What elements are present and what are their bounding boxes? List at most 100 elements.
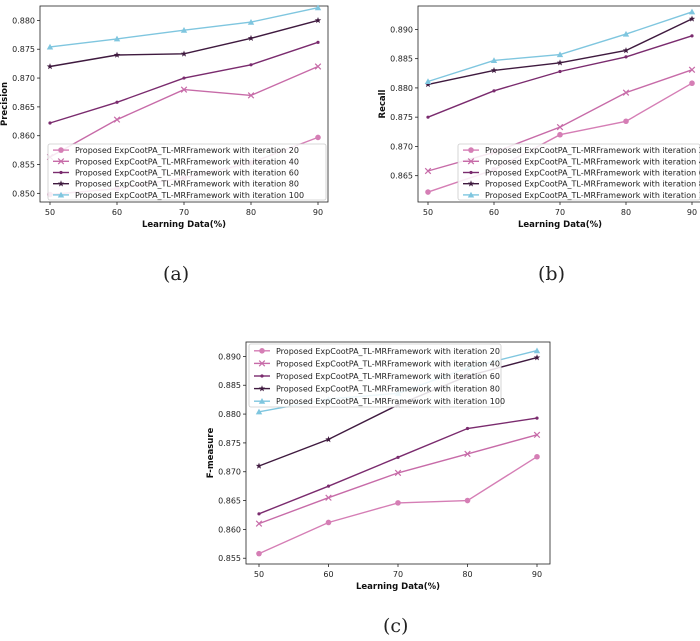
legend-box: [248, 343, 502, 408]
data-point: [316, 40, 320, 44]
data-point: [490, 57, 498, 63]
legend-marker: [258, 360, 266, 367]
legend-box: [457, 143, 700, 201]
data-point: [256, 550, 262, 557]
data-point: [492, 89, 496, 93]
data-point: [255, 408, 263, 415]
legend-marker: [259, 348, 265, 354]
data-point: [425, 189, 431, 195]
data-point: [325, 519, 332, 526]
data-point: [533, 347, 541, 354]
chart-panel-c: 0.855 0.860 0.865 0.870 0.875 0.880 0.885 0.890…: [206, 341, 551, 592]
data-point: [314, 4, 322, 11]
data-point: [247, 34, 255, 42]
data-point: [247, 92, 255, 99]
y-tick-label: 0.885: [218, 381, 241, 390]
data-point: [465, 426, 470, 431]
y-tick-label: 0.890: [390, 25, 413, 34]
data-point: [533, 354, 541, 361]
data-point: [556, 59, 564, 66]
legend-entry-4: Proposed ExpCootPA_TL-MRFramework with i…: [485, 180, 700, 189]
x-tick-label: 80: [462, 570, 472, 579]
data-point: [534, 453, 540, 460]
series-line-2: [49, 65, 319, 158]
x-tick-label: 60: [323, 570, 333, 579]
legend-entry-1: Proposed ExpCootPA_TL-MRFramework with i…: [75, 146, 299, 155]
x-tick-label: 50: [45, 208, 55, 217]
data-point: [326, 484, 331, 488]
data-point: [180, 50, 188, 57]
chart-panel-b: 0.865 0.870 0.875 0.880 0.885 0.890 50 60 70 80 90…: [378, 5, 700, 230]
data-point: [395, 500, 401, 506]
x-tick-label: 70: [179, 208, 189, 217]
data-point: [424, 78, 432, 85]
data-point: [426, 115, 430, 119]
legend-marker: [58, 147, 64, 153]
data-point: [314, 63, 322, 70]
data-point: [424, 81, 432, 88]
data-point: [490, 66, 498, 74]
y-tick-label: 0.875: [390, 113, 413, 122]
legend-marker: [258, 385, 266, 392]
legend-entry-4: Proposed ExpCootPA_TL-MRFramework with i…: [75, 180, 299, 189]
data-point: [424, 167, 432, 175]
y-tick-label: 0.880: [218, 410, 241, 419]
legend-entry-5: Proposed ExpCootPA_TL-MRFramework with i…: [75, 191, 304, 200]
data-point: [314, 17, 322, 24]
data-point: [535, 416, 539, 420]
y-tick-label: 0.865: [218, 497, 241, 506]
legend-entry-3: Proposed ExpCootPA_TL-MRFramework with i…: [75, 169, 299, 178]
data-point: [255, 520, 263, 527]
data-point: [180, 27, 188, 33]
data-point: [46, 63, 54, 70]
data-point: [325, 494, 332, 501]
caption-b: (b): [538, 263, 565, 285]
y-tick-label: 0.880: [390, 84, 413, 93]
x-tick-label: 90: [532, 570, 542, 579]
data-point: [249, 63, 253, 67]
legend-entry-3: Proposed ExpCootPA_TL-MRFramework with i…: [485, 169, 700, 178]
data-point: [247, 18, 255, 25]
legend-entry-1: Proposed ExpCootPA_TL-MRFramework with i…: [485, 146, 700, 155]
caption-c: (c): [383, 615, 409, 637]
x-tick-label: 70: [555, 208, 565, 217]
y-tick-label: 0.875: [218, 439, 241, 448]
data-point: [556, 51, 564, 58]
x-tick-label: 90: [313, 208, 323, 217]
data-point: [557, 131, 563, 138]
y-tick-label: 0.885: [390, 55, 413, 64]
y-tick-label: 0.870: [12, 74, 35, 83]
data-point: [688, 15, 696, 22]
data-point: [113, 116, 121, 123]
chart-panel-a: 0.850 0.855 0.860 0.865 0.870 0.875 0.880 50 60 7…: [0, 4, 329, 230]
y-tick-label: 0.860: [218, 525, 241, 534]
x-tick-label: 50: [254, 570, 264, 579]
y-tick-label: 0.875: [12, 45, 35, 54]
data-point: [623, 118, 629, 125]
legend-entry-3: Proposed ExpCootPA_TL-MRFramework with i…: [276, 372, 500, 381]
y-tick-label: 0.890: [218, 352, 241, 361]
data-point: [622, 30, 630, 37]
legend-marker: [467, 180, 475, 187]
y-axis-label: Precision: [0, 82, 10, 126]
data-point: [255, 462, 263, 469]
data-point: [257, 512, 261, 516]
y-tick-label: 0.865: [390, 172, 413, 181]
y-axis-label: Recall: [378, 89, 388, 118]
legend-entry-2: Proposed ExpCootPA_TL-MRFramework with i…: [75, 157, 299, 166]
x-tick-label: 90: [687, 208, 697, 217]
series-line-3: [258, 417, 538, 515]
legend-entry-2: Proposed ExpCootPA_TL-MRFramework with i…: [276, 359, 500, 368]
legend-entry-1: Proposed ExpCootPA_TL-MRFramework with i…: [276, 347, 500, 356]
data-point: [113, 51, 121, 58]
data-point: [464, 450, 471, 458]
y-tick-label: 0.860: [12, 132, 35, 141]
data-point: [464, 497, 471, 504]
data-point: [558, 69, 562, 74]
legend-marker: [57, 158, 65, 165]
data-point: [113, 35, 121, 42]
x-tick-label: 70: [393, 570, 403, 579]
y-axis-label: F-measure: [206, 428, 216, 479]
legend-marker: [57, 180, 65, 187]
